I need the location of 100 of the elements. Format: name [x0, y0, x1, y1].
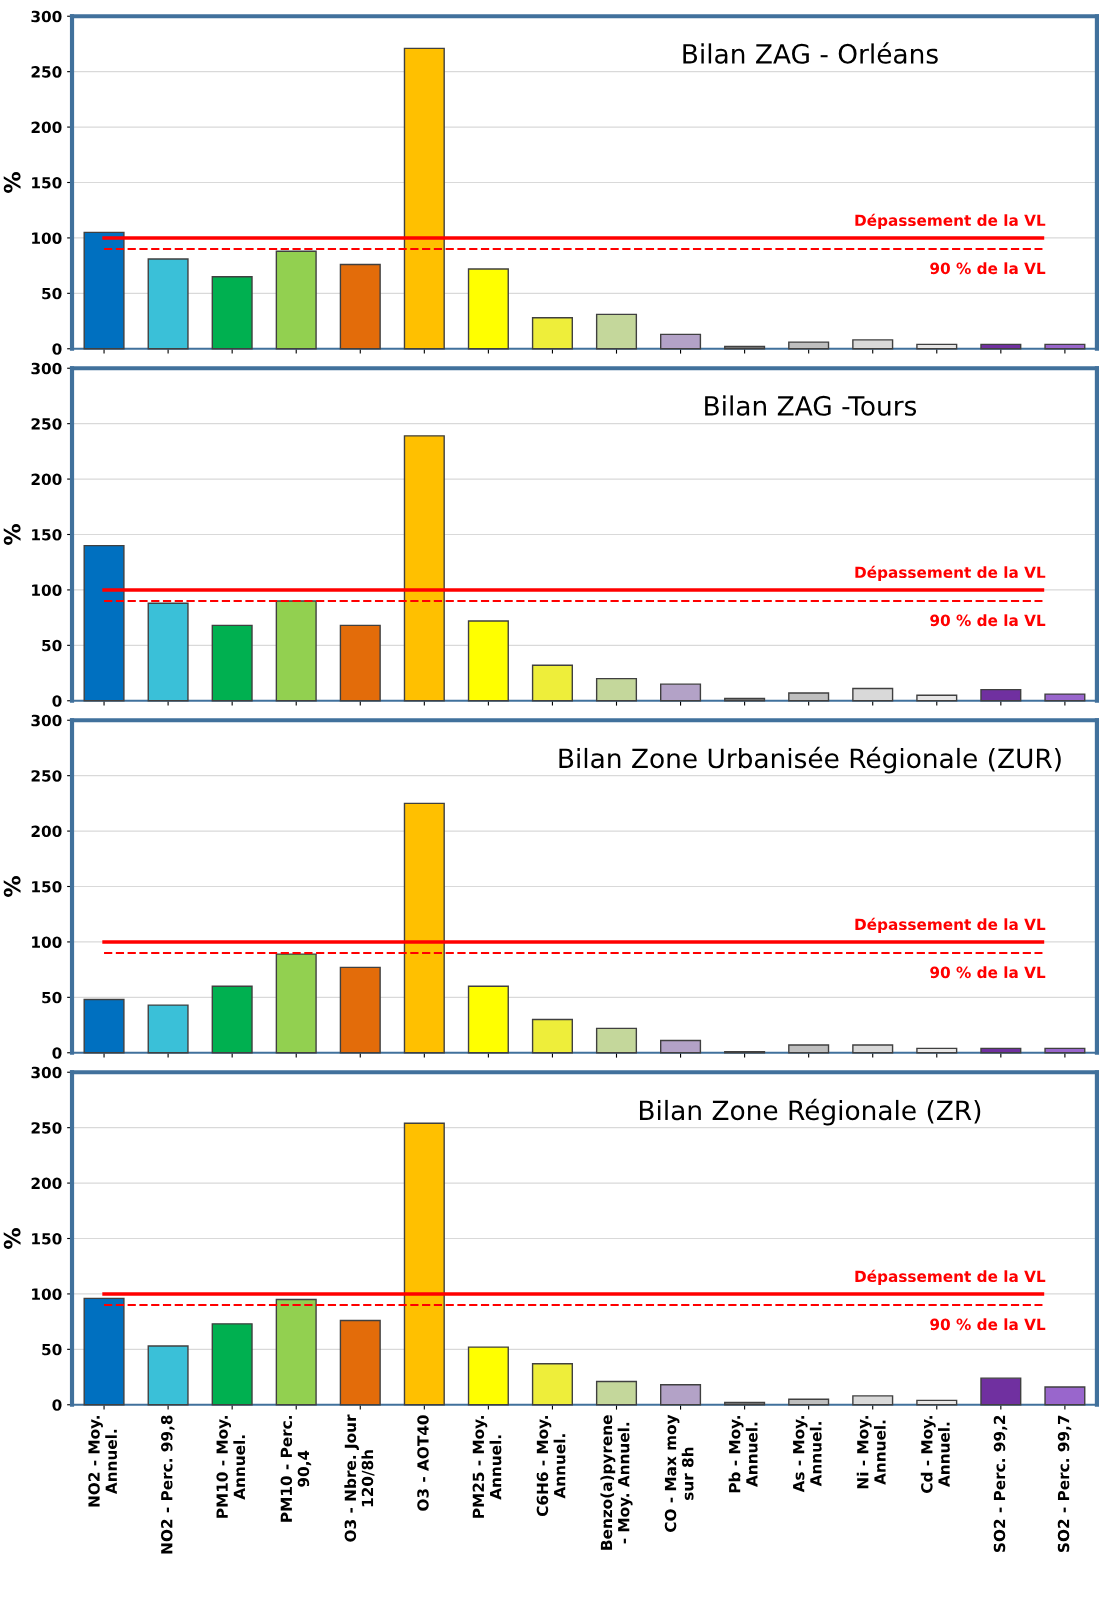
- y-tick-label: 250: [31, 66, 62, 78]
- bar: [83, 1297, 125, 1406]
- bar: [788, 341, 830, 350]
- ref-line-label: 90 % de la VL: [930, 614, 1046, 627]
- bar: [339, 1319, 381, 1406]
- y-tick-label: 0: [52, 343, 62, 355]
- ref-line-label: Dépassement de la VL: [855, 213, 1046, 230]
- bar: [403, 1122, 445, 1406]
- bar: [403, 47, 445, 350]
- bar: [788, 692, 830, 702]
- x-tick-label: PM10 - Perc. 90,4: [280, 1416, 312, 1522]
- x-tick-label: Benzo(a)pyrene - Moy. Annuel.: [600, 1415, 633, 1550]
- y-tick-label: 0: [52, 1399, 62, 1411]
- y-tick-label: 100: [32, 584, 62, 596]
- bar: [339, 966, 381, 1054]
- bar: [147, 1345, 189, 1406]
- bar: [403, 802, 445, 1054]
- x-tick-label: PM25 - Moy. Annuel.: [472, 1416, 502, 1518]
- x-tick-label: SO2 - Perc. 99,7: [1057, 1415, 1072, 1552]
- ref-line-label: 90 % de la VL: [930, 966, 1046, 979]
- y-tick-label: 100: [32, 232, 62, 244]
- bar: [660, 1384, 702, 1406]
- x-tick-label: Pb - Moy. Annuel.: [728, 1416, 758, 1493]
- y-tick-label: 200: [31, 121, 62, 134]
- bar: [275, 953, 317, 1054]
- bar: [275, 600, 317, 702]
- y-tick-label: 100: [32, 936, 62, 948]
- bar: [147, 258, 189, 350]
- bar: [1044, 693, 1086, 702]
- bar: [980, 688, 1022, 702]
- bar: [852, 339, 894, 350]
- y-tick-label: 300: [31, 10, 62, 23]
- bar: [852, 687, 894, 702]
- y-tick-label: 200: [31, 825, 62, 838]
- y-tick-label: 50: [42, 1343, 62, 1356]
- y-tick-label: 200: [31, 473, 62, 486]
- y-axis-title: %: [3, 876, 21, 897]
- bar: [788, 1044, 830, 1054]
- ref-line-label: Dépassement de la VL: [855, 917, 1046, 934]
- y-tick-label: 150: [32, 880, 62, 893]
- y-tick-label: 50: [42, 639, 62, 652]
- bar: [531, 1363, 573, 1406]
- x-tick-label: O3 - AOT40: [417, 1415, 429, 1511]
- bar: [467, 268, 509, 350]
- y-tick-label: 250: [31, 418, 62, 430]
- bar: [403, 435, 445, 702]
- y-tick-label: 50: [42, 287, 62, 300]
- y-tick-label: 200: [31, 1177, 62, 1190]
- y-tick-label: 300: [31, 362, 62, 375]
- bar: [531, 317, 573, 350]
- bar: [595, 1380, 638, 1406]
- bar: [275, 1298, 317, 1406]
- bar: [211, 624, 253, 702]
- text: Bilan Zone Régionale (ZR): [639, 1098, 981, 1126]
- bar: [660, 333, 702, 350]
- bar: [83, 231, 125, 350]
- y-tick-label: 150: [32, 528, 62, 541]
- bar: [467, 620, 509, 702]
- text: Bilan ZAG -Tours: [705, 395, 917, 416]
- ref-line-label: Dépassement de la VL: [855, 565, 1046, 582]
- y-tick-label: 0: [52, 695, 62, 707]
- bar: [147, 1004, 189, 1054]
- bar: [275, 250, 317, 350]
- bar: [467, 1346, 509, 1406]
- x-tick-label: O3 - Nbre. Jour 120/8h: [344, 1414, 375, 1542]
- ref-line-label: 90 % de la VL: [930, 1318, 1046, 1331]
- bar: [660, 683, 702, 702]
- bar: [852, 1395, 894, 1406]
- bar: [531, 1018, 573, 1054]
- bar: [980, 1377, 1022, 1406]
- x-tick-label: NO2 - Perc. 99,8: [160, 1415, 175, 1554]
- bar: [211, 1323, 253, 1406]
- text: Bilan ZAG - Orléans: [683, 42, 938, 64]
- x-tick-label: CO - Max moy sur 8h: [664, 1414, 694, 1532]
- bar: [1044, 1386, 1086, 1406]
- bar: [339, 624, 381, 702]
- text: Bilan Zone Urbanisée Régionale (ZUR): [559, 746, 1061, 774]
- bar: [660, 1039, 702, 1054]
- bar: [339, 263, 381, 350]
- bar: [595, 677, 638, 702]
- bar: [595, 1027, 638, 1054]
- bar: [147, 602, 189, 702]
- x-tick-label: As - Moy. Annuel.: [793, 1416, 822, 1493]
- y-tick-label: 50: [42, 991, 62, 1004]
- x-tick-label: C6H6 - Moy. Annuel.: [536, 1416, 566, 1517]
- y-tick-label: 250: [31, 770, 62, 782]
- y-tick-label: 300: [31, 714, 62, 727]
- x-tick-label: Cd - Moy. Annuel.: [920, 1416, 950, 1493]
- bar: [211, 276, 253, 350]
- y-tick-label: 250: [31, 1122, 62, 1134]
- y-axis-title: %: [3, 1228, 21, 1249]
- x-tick-label: SO2 - Perc. 99,2: [993, 1415, 1008, 1552]
- bar: [83, 998, 125, 1054]
- bar: [531, 664, 573, 702]
- bar: [83, 544, 125, 702]
- ref-line-label: Dépassement de la VL: [855, 1269, 1046, 1286]
- y-tick-label: 100: [32, 1288, 62, 1300]
- bar: [595, 313, 638, 350]
- y-tick-label: 300: [31, 1066, 62, 1079]
- y-axis-title: %: [3, 172, 21, 193]
